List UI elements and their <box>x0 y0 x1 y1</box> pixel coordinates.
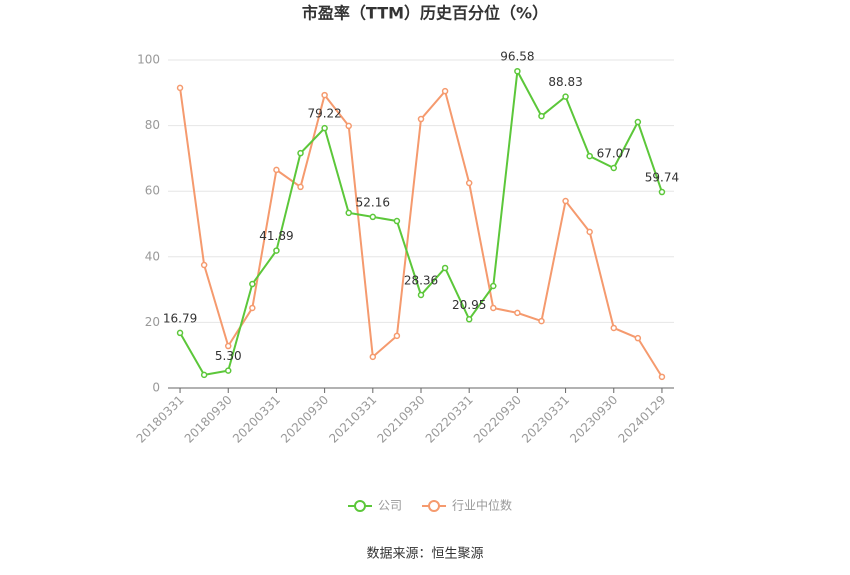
point <box>514 309 521 317</box>
point <box>297 183 304 191</box>
x-tick-label: 20200331 <box>230 393 283 446</box>
data-label: 67.07 <box>597 147 631 161</box>
point <box>321 124 328 132</box>
x-tick-label: 20200930 <box>278 393 331 446</box>
point <box>297 149 304 157</box>
point <box>538 317 545 325</box>
legend-label: 行业中位数 <box>452 498 512 513</box>
point <box>634 334 642 342</box>
point <box>441 264 449 272</box>
point <box>465 316 473 323</box>
chart-title: 市盈率（TTM）历史百分位（%） <box>302 4 548 23</box>
point <box>586 152 593 160</box>
data-label: 28.36 <box>404 273 438 287</box>
point <box>369 353 377 361</box>
point <box>224 367 232 374</box>
point <box>490 282 497 290</box>
point <box>176 84 184 92</box>
x-tick-label: 20240129 <box>615 393 668 446</box>
point <box>586 228 593 236</box>
x-tick-label: 20180930 <box>182 393 235 446</box>
point <box>345 122 352 130</box>
point <box>658 188 666 196</box>
point <box>321 91 328 99</box>
point <box>538 112 545 120</box>
point <box>369 213 377 221</box>
y-tick-label: 40 <box>145 249 160 263</box>
point <box>249 304 256 312</box>
x-tick-label: 20220930 <box>471 393 524 446</box>
point <box>273 166 280 174</box>
data-label: 96.58 <box>500 50 534 64</box>
x-tick-label: 20180331 <box>134 393 187 446</box>
x-tick-label: 20210331 <box>326 393 379 446</box>
point <box>441 87 449 95</box>
x-tick-label: 20220331 <box>423 393 476 446</box>
y-tick-label: 20 <box>145 315 160 329</box>
y-tick-label: 100 <box>137 53 160 67</box>
x-tick-label: 20230930 <box>567 393 620 446</box>
data-label: 59.74 <box>645 171 679 185</box>
data-label: 52.16 <box>356 195 390 209</box>
point <box>562 93 569 100</box>
data-label: 16.79 <box>163 311 197 325</box>
point <box>634 118 642 126</box>
legend-item: 公司 <box>348 499 402 513</box>
point <box>176 329 184 337</box>
point <box>417 115 425 123</box>
point <box>610 164 618 172</box>
point <box>490 304 497 312</box>
point <box>417 291 425 299</box>
x-tick-label: 20210930 <box>375 393 428 446</box>
point <box>345 209 352 217</box>
y-tick-label: 0 <box>152 381 160 395</box>
point <box>562 197 569 205</box>
legend-item: 行业中位数 <box>422 498 512 513</box>
legend-marker <box>428 500 441 512</box>
data-label: 5.30 <box>215 349 242 363</box>
y-tick-label: 80 <box>145 118 160 132</box>
point <box>249 280 256 288</box>
point <box>465 179 473 187</box>
point <box>514 67 521 75</box>
legend-marker <box>354 500 366 512</box>
data-label: 79.22 <box>307 107 341 121</box>
x-tick-label: 20230331 <box>519 393 572 446</box>
point <box>393 217 401 225</box>
legend-label: 公司 <box>378 499 402 513</box>
point <box>200 261 208 269</box>
data-label: 41.89 <box>259 229 293 243</box>
source: 数据来源：恒生聚源 <box>366 547 483 562</box>
point <box>273 247 280 254</box>
y-tick-label: 60 <box>145 184 160 198</box>
point <box>224 342 232 350</box>
point <box>658 373 666 381</box>
point <box>393 332 401 340</box>
data-label: 20.95 <box>452 298 486 312</box>
point <box>200 371 208 379</box>
point <box>610 324 618 332</box>
data-label: 88.83 <box>548 75 582 89</box>
